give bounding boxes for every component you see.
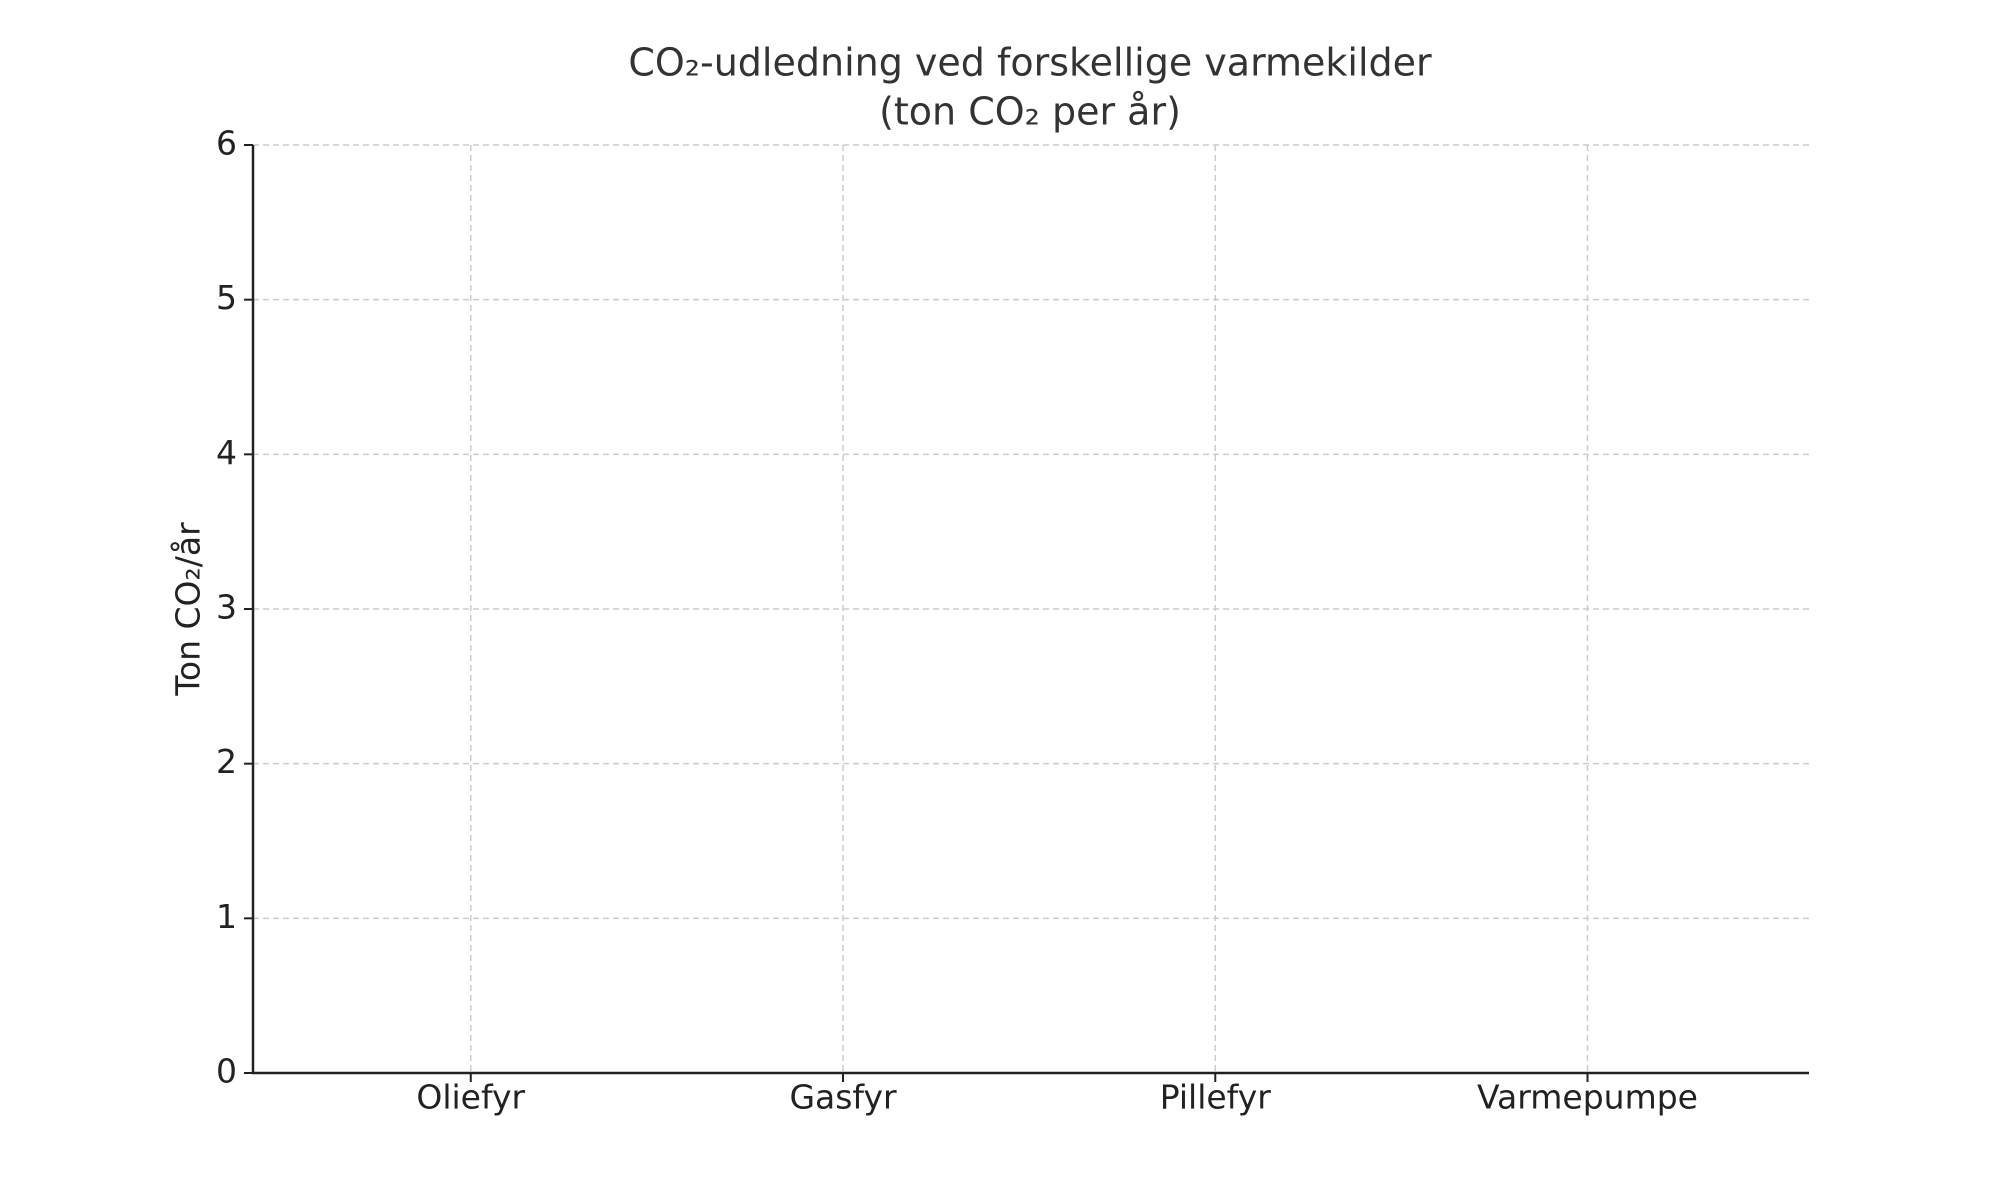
y-tick-label: 3 xyxy=(216,588,237,627)
y-tick-label: 2 xyxy=(216,742,237,781)
x-tick-label: Varmepumpe xyxy=(1477,1078,1698,1117)
y-tick-label: 0 xyxy=(216,1052,237,1091)
y-axis-label: Ton CO₂/år xyxy=(169,522,208,697)
chart-subtitle: (ton CO₂ per år) xyxy=(879,90,1181,134)
y-tick-label: 6 xyxy=(216,124,237,163)
y-tick-label: 4 xyxy=(216,433,237,472)
y-tick-label: 5 xyxy=(216,278,237,317)
x-tick-label: Oliefyr xyxy=(416,1078,525,1117)
y-tick-label: 1 xyxy=(216,897,237,936)
x-tick-label: Gasfyr xyxy=(789,1078,897,1117)
chart-title: CO₂-udledning ved forskellige varmekilde… xyxy=(628,41,1432,85)
x-tick-label: Pillefyr xyxy=(1160,1078,1272,1117)
